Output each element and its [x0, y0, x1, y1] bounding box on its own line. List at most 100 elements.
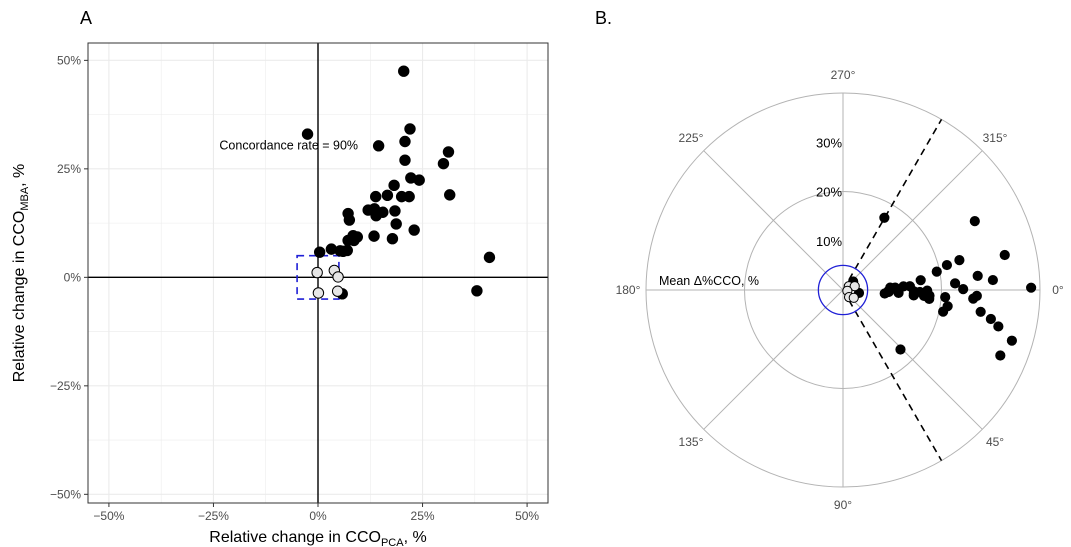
data-point [372, 140, 385, 152]
polar-data-point [958, 284, 969, 295]
data-point [368, 230, 380, 242]
x-title-suffix: , % [404, 529, 427, 546]
angle-label: 225° [679, 131, 704, 145]
radial-tick-label: 30% [816, 135, 842, 150]
angle-label: 135° [679, 435, 704, 449]
polar-data-point [942, 301, 953, 312]
concordance-annotation: Concordance rate = 90% [219, 138, 358, 152]
panel-a-y-axis-title: Relative change in CCOMBA, % [11, 164, 31, 383]
y-title-main: Relative change in CCO [11, 211, 28, 383]
angle-label: 315° [983, 131, 1008, 145]
angle-label: 270° [831, 68, 856, 82]
y-tick-label: 0% [64, 270, 82, 284]
data-point [370, 190, 382, 203]
panel-b-exclusion-circle [817, 264, 869, 316]
x-tick-label: −25% [198, 509, 229, 523]
polar-data-point [941, 259, 953, 271]
exclusion-circle [817, 264, 869, 316]
x-tick-label: −50% [93, 509, 124, 523]
data-point [408, 224, 420, 236]
polar-data-point [879, 212, 890, 223]
polar-data-point [915, 275, 926, 286]
data-point [413, 174, 425, 186]
polar-data-point [949, 278, 961, 289]
polar-data-point [1026, 282, 1037, 293]
polar-data-point [969, 215, 980, 227]
data-point [388, 179, 400, 192]
polar-data-point [985, 313, 996, 325]
data-point [471, 285, 483, 297]
data-point [389, 205, 401, 217]
data-point [390, 218, 402, 230]
data-point [399, 154, 411, 166]
polar-data-point [918, 290, 930, 302]
limit-line [842, 289, 943, 462]
radial-tick-label: 20% [816, 185, 842, 200]
polar-excluded-point [849, 281, 860, 292]
panel-b-polar: B. 0° 45° 90° 135° 180° 225° 270° 315° 10% 20% 30… [595, 8, 1064, 512]
angle-label: 45° [986, 435, 1004, 449]
data-point [398, 65, 410, 77]
data-point [313, 246, 326, 258]
data-point [386, 233, 399, 245]
x-title-main: Relative change in CCO [209, 529, 381, 546]
polar-data-point [972, 270, 983, 281]
polar-ring [744, 191, 942, 389]
x-tick-label: 50% [515, 509, 539, 523]
x-tick-label: 0% [309, 509, 327, 523]
angle-label: 90° [834, 498, 852, 512]
x-title-sub: PCA [381, 537, 404, 547]
polar-data-point [908, 286, 920, 297]
polar-data-point [968, 293, 979, 304]
limit-line [842, 118, 943, 291]
angle-label: 0° [1052, 283, 1064, 297]
y-title-sub: MBA [19, 186, 31, 211]
excluded-point [312, 287, 325, 299]
polar-data-point [895, 344, 906, 355]
polar-data-point [879, 288, 890, 299]
panel-b-label: B. [595, 8, 612, 28]
data-point [437, 157, 450, 170]
x-tick-label: 25% [411, 509, 435, 523]
excluded-point [331, 285, 344, 297]
polar-excluded-point [848, 292, 859, 303]
panel-a-points [301, 65, 496, 300]
polar-data-point [931, 266, 942, 277]
y-tick-label: −25% [50, 379, 81, 393]
data-point [348, 234, 360, 247]
y-tick-label: 25% [57, 162, 81, 176]
excluded-point [332, 271, 344, 283]
polar-data-point [954, 255, 965, 266]
polar-data-point [940, 292, 951, 303]
data-point [404, 123, 416, 135]
panel-b-limit-lines [842, 118, 943, 462]
panel-b-grid [645, 92, 1041, 488]
data-point [483, 251, 496, 264]
polar-ring [645, 92, 1041, 488]
polar-data-point [898, 281, 909, 292]
data-point [343, 214, 356, 226]
panel-b-angle-labels: 0° 45° 90° 135° 180° 225° 270° 315° [616, 68, 1064, 512]
data-point [442, 146, 455, 158]
panel-b-points [842, 212, 1037, 361]
data-point [399, 135, 411, 148]
panel-a-scatter: A −50% −25% 0% 25% 50% −50% −25% 0% 25% 50% Conc… [11, 8, 549, 547]
panel-b-radial-tick-labels: 10% 20% 30% [816, 135, 842, 249]
panel-b-radial-axis-title: Mean Δ%CCO, % [659, 274, 759, 288]
panel-a-x-ticks: −50% −25% 0% 25% 50% [93, 503, 539, 523]
panel-a-y-ticks: −50% −25% 0% 25% 50% [50, 53, 88, 501]
y-tick-label: −50% [50, 487, 81, 501]
panel-a-label: A [80, 8, 92, 28]
polar-data-point [987, 274, 998, 286]
data-point [444, 189, 456, 201]
polar-data-point [993, 321, 1004, 332]
polar-data-point [999, 249, 1010, 261]
data-point [403, 190, 415, 203]
data-point [334, 245, 346, 257]
y-tick-label: 50% [57, 53, 81, 67]
polar-data-point [1006, 335, 1017, 346]
excluded-point [311, 266, 323, 279]
radial-tick-label: 10% [816, 234, 842, 249]
polar-data-point [995, 350, 1006, 361]
